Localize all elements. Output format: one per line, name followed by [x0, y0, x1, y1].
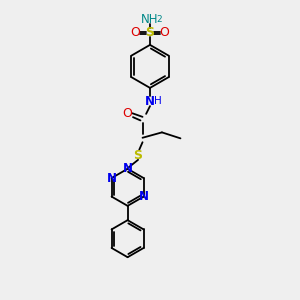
Text: S: S [146, 26, 154, 39]
Text: N: N [106, 172, 117, 184]
Text: O: O [123, 107, 133, 120]
Text: O: O [159, 26, 169, 39]
Text: N: N [139, 190, 148, 203]
Text: 2: 2 [157, 15, 162, 24]
Text: S: S [134, 148, 142, 162]
Text: N: N [123, 162, 133, 175]
Text: H: H [154, 96, 162, 106]
Text: N: N [145, 95, 155, 108]
Text: O: O [131, 26, 141, 39]
Text: NH: NH [141, 13, 159, 26]
